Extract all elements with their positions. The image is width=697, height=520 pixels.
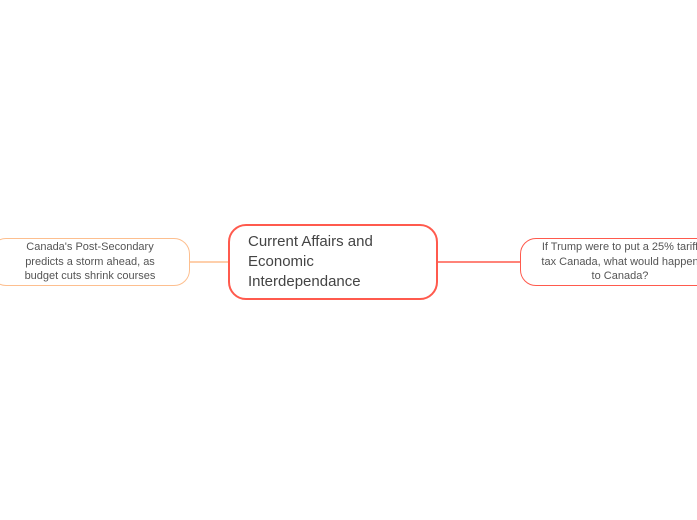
center-node[interactable]: Current Affairs and Economic Interdepend… — [228, 224, 438, 300]
child-node-label: If Trump were to put a 25% tariff tax Ca… — [539, 240, 697, 285]
child-node-right[interactable]: If Trump were to put a 25% tariff tax Ca… — [520, 238, 697, 286]
child-node-label: Canada's Post-Secondary predicts a storm… — [9, 240, 171, 285]
center-node-label: Current Affairs and Economic Interdepend… — [248, 232, 418, 293]
child-node-left[interactable]: Canada's Post-Secondary predicts a storm… — [0, 238, 190, 286]
